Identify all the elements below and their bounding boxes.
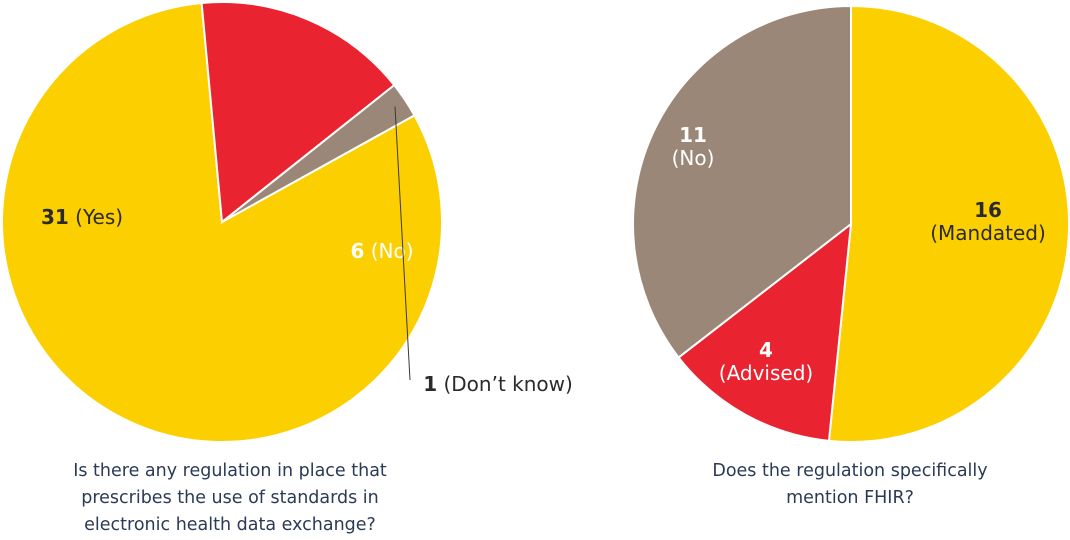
pie-slice [632, 4, 852, 359]
caption-line: electronic health data exchange? [84, 515, 376, 535]
slice-count-label: 11 [679, 123, 707, 147]
slice-label: 4 (Advised) [719, 338, 813, 385]
pie-slice [200, 1, 396, 224]
slice-label: 16 (Mandated) [930, 198, 1046, 245]
caption-line: Is there any regulation in place that [73, 461, 387, 481]
slice-count-label: 31 [41, 205, 69, 229]
slice-count-label: 4 [759, 338, 773, 362]
label-leader-line [394, 106, 411, 381]
caption-line: prescribes the use of standards in [81, 488, 379, 508]
pie-slice [827, 4, 1070, 443]
slice-label: 11 (No) [672, 123, 715, 170]
pie-slice [677, 221, 853, 442]
pie-slice [221, 83, 416, 223]
pie-chart-fhir: 16 (Mandated) 4 (Advised) 11 (No) [632, 4, 1070, 443]
slice-count-label: 16 [974, 198, 1002, 222]
chart-caption-fhir: Does the regulation specifically mention… [660, 458, 1040, 512]
slice-category-label: (Advised) [719, 361, 813, 385]
caption-line: mention FHIR? [786, 488, 914, 508]
slice-label: 1 (Don’t know) [423, 372, 573, 396]
slice-category-label: (Mandated) [930, 221, 1046, 245]
slice-label: 31 (Yes) [41, 205, 123, 229]
chart-caption-regulation: Is there any regulation in place that pr… [40, 458, 420, 539]
slice-category-label: (No) [364, 239, 413, 263]
slice-label: 6 (No) [350, 239, 413, 263]
slice-category-label: (Don’t know) [437, 372, 573, 396]
slice-count-label: 1 [423, 372, 437, 396]
slice-count-label: 6 [350, 239, 364, 263]
pie-chart-regulation: 31 (Yes) 6 (No) 1 (Don’t know) [1, 1, 573, 443]
slice-category-label: (No) [672, 146, 715, 170]
caption-line: Does the regulation specifically [712, 461, 988, 481]
slice-category-label: (Yes) [69, 205, 123, 229]
